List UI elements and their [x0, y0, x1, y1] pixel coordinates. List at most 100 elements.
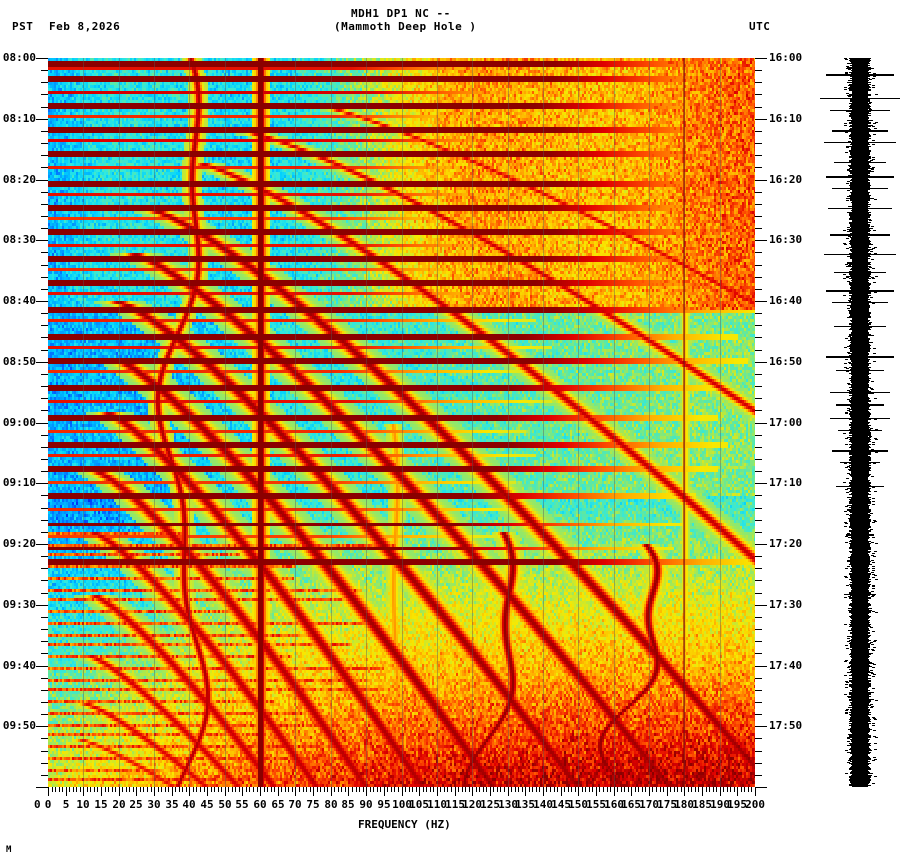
time-tick-major [36, 362, 48, 363]
freq-tick-minor [94, 787, 95, 792]
time-tick-minor [755, 313, 762, 314]
freq-tick-minor [663, 787, 664, 792]
time-tick-major [755, 423, 767, 424]
freq-tick-minor [232, 787, 233, 792]
freq-tick-minor [589, 787, 590, 792]
freq-tick-major [66, 787, 67, 796]
freq-tick-minor [716, 787, 717, 792]
time-tick-minor [41, 508, 48, 509]
freq-tick-minor [359, 787, 360, 792]
frequency-axis-label: 65 [271, 798, 285, 811]
freq-tick-major [313, 787, 314, 796]
time-tick-minor [41, 629, 48, 630]
freq-tick-minor [741, 787, 742, 792]
freq-tick-major [667, 787, 668, 796]
freq-tick-minor [391, 787, 392, 792]
time-tick-major [755, 483, 767, 484]
freq-tick-minor [115, 787, 116, 792]
freq-tick-minor [228, 787, 229, 792]
time-tick-minor [755, 653, 762, 654]
freq-tick-minor [274, 787, 275, 792]
frequency-axis-label: 5 [62, 798, 70, 811]
freq-tick-minor [398, 787, 399, 792]
time-tick-minor [41, 337, 48, 338]
freq-tick-major [384, 787, 385, 796]
freq-tick-minor [126, 787, 127, 792]
freq-tick-minor [451, 787, 452, 792]
freq-tick-minor [140, 787, 141, 792]
freq-tick-minor [511, 787, 512, 792]
freq-tick-minor [447, 787, 448, 792]
time-tick-minor [755, 763, 762, 764]
freq-tick-minor [607, 787, 608, 792]
time-axis-label: 17:30 [769, 598, 803, 611]
time-tick-minor [755, 738, 762, 739]
time-tick-minor [41, 410, 48, 411]
freq-tick-minor [405, 787, 406, 792]
time-tick-major [36, 180, 48, 181]
date-label: Feb 8,2026 [49, 20, 121, 33]
time-tick-minor [755, 107, 762, 108]
time-tick-minor [41, 252, 48, 253]
time-tick-minor [755, 228, 762, 229]
frequency-axis-label: 165 [621, 798, 641, 811]
freq-tick-major [720, 787, 721, 796]
freq-tick-minor [97, 787, 98, 792]
time-tick-minor [755, 495, 762, 496]
freq-tick-major [189, 787, 190, 796]
time-tick-major [36, 544, 48, 545]
freq-tick-minor [469, 787, 470, 792]
freq-tick-minor [621, 787, 622, 792]
frequency-axis-label: 60 [253, 798, 267, 811]
freq-tick-minor [727, 787, 728, 792]
freq-tick-major [48, 787, 49, 796]
time-tick-minor [41, 167, 48, 168]
freq-tick-major [490, 787, 491, 796]
time-tick-minor [41, 459, 48, 460]
freq-tick-minor [744, 787, 745, 792]
freq-tick-minor [122, 787, 123, 792]
freq-tick-minor [356, 787, 357, 792]
time-tick-minor [41, 398, 48, 399]
freq-tick-minor [674, 787, 675, 792]
frequency-axis-label: 25 [129, 798, 143, 811]
time-tick-minor [755, 714, 762, 715]
time-tick-minor [755, 435, 762, 436]
freq-tick-minor [709, 787, 710, 792]
time-tick-minor [755, 508, 762, 509]
frequency-axis-label: 75 [306, 798, 320, 811]
freq-tick-major [737, 787, 738, 796]
time-tick-minor [41, 228, 48, 229]
freq-tick-minor [430, 787, 431, 792]
time-tick-minor [41, 94, 48, 95]
freq-tick-minor [214, 787, 215, 792]
frequency-axis-label: 80 [324, 798, 338, 811]
time-axis-label: 09:50 [2, 719, 36, 732]
freq-tick-minor [529, 787, 530, 792]
time-tick-minor [41, 143, 48, 144]
freq-tick-minor [433, 787, 434, 792]
freq-tick-minor [133, 787, 134, 792]
frequency-axis-label: 190 [710, 798, 730, 811]
time-tick-minor [755, 216, 762, 217]
frequency-axis-label: 50 [218, 798, 232, 811]
frequency-axis-label: 160 [604, 798, 624, 811]
time-tick-minor [755, 192, 762, 193]
time-tick-minor [41, 751, 48, 752]
frequency-axis-label: 125 [480, 798, 500, 811]
frequency-axis-label: 45 [200, 798, 214, 811]
freq-tick-minor [416, 787, 417, 792]
station-name-label: (Mammoth Deep Hole ) [334, 20, 477, 33]
time-axis-label: 16:30 [769, 233, 803, 246]
freq-tick-major [419, 787, 420, 796]
freq-tick-minor [440, 787, 441, 792]
freq-tick-minor [656, 787, 657, 792]
freq-tick-minor [161, 787, 162, 792]
time-tick-minor [755, 265, 762, 266]
freq-tick-minor [168, 787, 169, 792]
time-tick-minor [41, 131, 48, 132]
freq-tick-minor [536, 787, 537, 792]
spectrogram-plot [48, 58, 755, 787]
time-tick-minor [41, 653, 48, 654]
freq-tick-minor [90, 787, 91, 792]
